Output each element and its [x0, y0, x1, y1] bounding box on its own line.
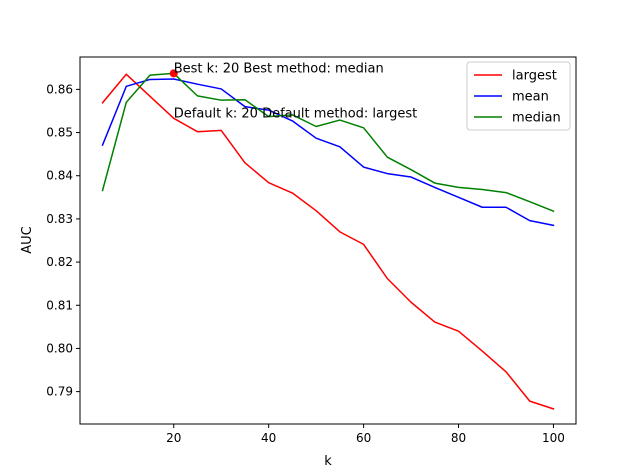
y-tick-label: 0.83	[46, 212, 73, 226]
best-point-marker	[169, 69, 178, 78]
x-axis-label: k	[324, 454, 332, 469]
x-tick-label: 60	[356, 431, 371, 445]
x-tick-label: 80	[451, 431, 466, 445]
y-tick-label: 0.85	[46, 126, 73, 140]
y-tick-label: 0.84	[46, 169, 73, 183]
y-tick-label: 0.82	[46, 255, 73, 269]
legend-label-median: median	[512, 111, 561, 126]
y-axis-ticks: 0.79 0.80 0.81 0.82 0.83 0.84 0.85 0.86	[46, 82, 80, 399]
x-axis-ticks: 20 40 60 80 100	[166, 424, 565, 445]
annotation-layer: Best k: 20 Best method: median Default k:…	[174, 61, 418, 121]
legend: largest mean median	[466, 61, 571, 131]
x-tick-label: 40	[261, 431, 276, 445]
series-layer	[101, 72, 555, 410]
y-tick-label: 0.80	[46, 341, 73, 355]
annotation-text: Default k: 20 Default method: largest	[174, 106, 418, 121]
y-tick-label: 0.86	[46, 82, 73, 96]
annotation-text: Best k: 20 Best method: median	[174, 61, 384, 76]
legend-label-mean: mean	[512, 90, 549, 105]
x-tick-label: 20	[166, 431, 181, 445]
legend-label-largest: largest	[512, 69, 557, 84]
y-axis-label: AUC	[20, 226, 35, 254]
series-line-median	[101, 72, 555, 213]
y-tick-label: 0.79	[46, 385, 73, 399]
series-line-largest	[101, 73, 555, 410]
legend-box	[466, 61, 571, 131]
plot-frame	[79, 56, 577, 425]
x-tick-label: 100	[542, 431, 565, 445]
y-tick-label: 0.81	[46, 298, 73, 312]
highlight-layer	[169, 69, 178, 78]
series-line-mean	[101, 78, 555, 227]
